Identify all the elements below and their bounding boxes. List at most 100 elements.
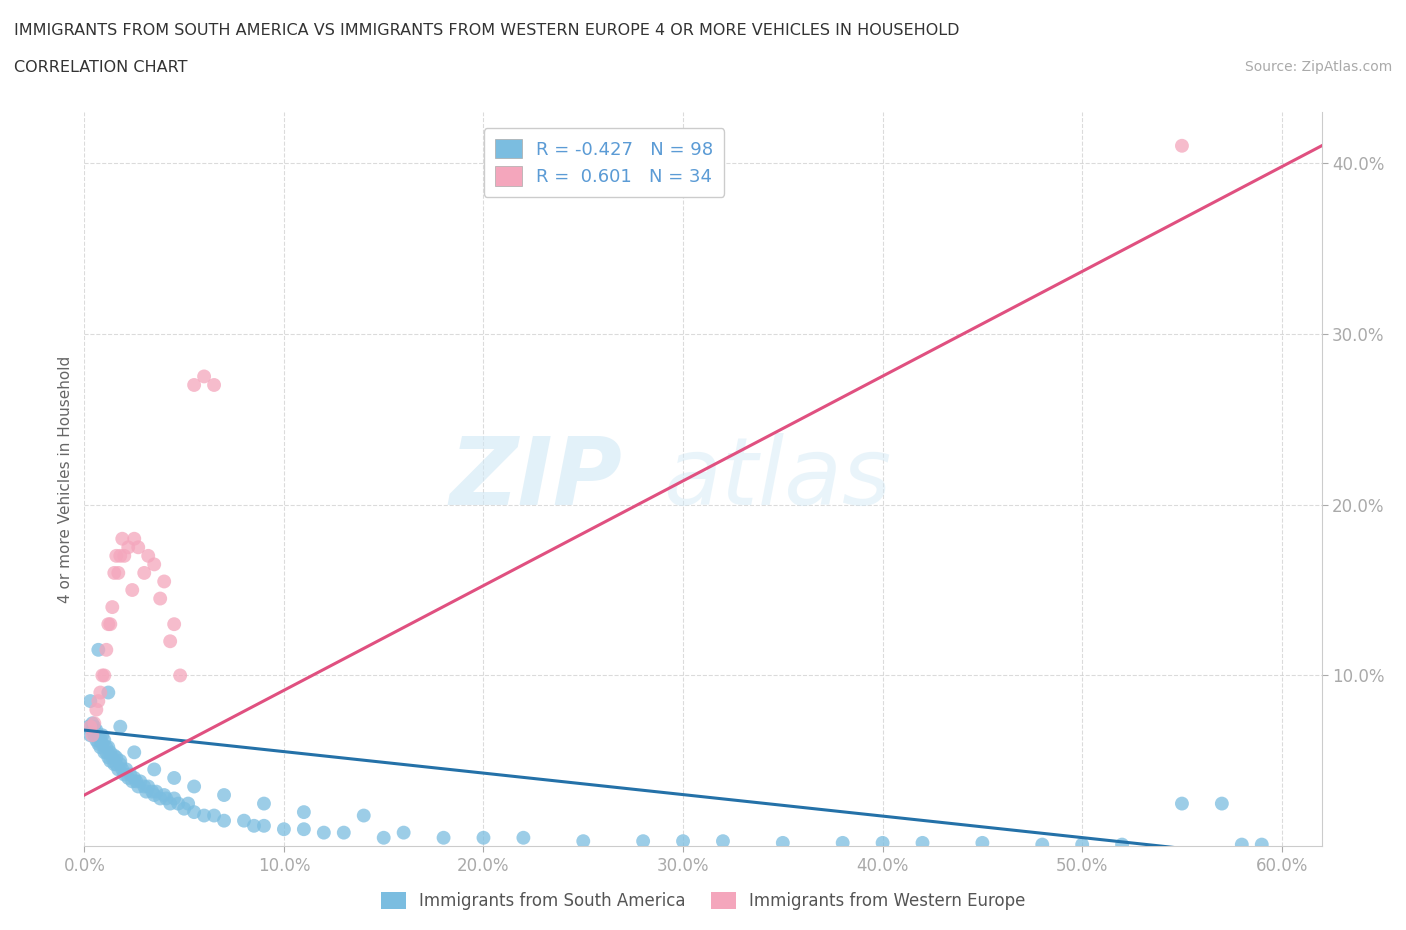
Point: [83, 728, 105, 743]
Point: [143, 788, 166, 803]
Point: [143, 557, 166, 572]
Point: [82, 728, 104, 743]
Point: [212, 788, 235, 803]
Point: [97, 750, 120, 764]
Point: [98, 617, 121, 631]
Point: [101, 600, 124, 615]
Point: [193, 808, 215, 823]
Point: [115, 762, 138, 777]
Point: [134, 779, 156, 794]
Point: [155, 791, 177, 806]
Point: [177, 796, 200, 811]
Point: [333, 825, 356, 840]
Point: [89, 731, 111, 746]
Point: [93, 668, 115, 683]
Point: [134, 565, 156, 580]
Point: [1071, 837, 1094, 852]
Point: [167, 796, 190, 811]
Point: [79, 719, 101, 734]
Point: [103, 757, 125, 772]
Point: [1250, 837, 1272, 852]
Point: [153, 788, 176, 803]
Point: [93, 745, 115, 760]
Point: [77, 719, 100, 734]
Point: [472, 830, 495, 845]
Point: [353, 808, 375, 823]
Point: [117, 539, 139, 554]
Point: [83, 716, 105, 731]
Point: [121, 774, 143, 789]
Point: [312, 825, 335, 840]
Point: [98, 753, 121, 768]
Point: [79, 728, 101, 743]
Point: [97, 739, 120, 754]
Point: [163, 771, 186, 786]
Point: [1211, 796, 1233, 811]
Point: [127, 779, 149, 794]
Point: [79, 694, 101, 709]
Point: [1031, 837, 1053, 852]
Point: [98, 745, 121, 760]
Point: [111, 762, 134, 777]
Text: Source: ZipAtlas.com: Source: ZipAtlas.com: [1244, 60, 1392, 74]
Point: [153, 574, 176, 589]
Point: [135, 784, 157, 799]
Point: [159, 796, 181, 811]
Point: [141, 784, 163, 799]
Point: [672, 833, 695, 848]
Point: [233, 813, 256, 828]
Point: [373, 830, 395, 845]
Point: [87, 737, 110, 751]
Point: [631, 833, 654, 848]
Point: [159, 634, 181, 649]
Point: [91, 728, 114, 743]
Point: [110, 719, 132, 734]
Legend: R = -0.427   N = 98, R =  0.601   N = 34: R = -0.427 N = 98, R = 0.601 N = 34: [484, 128, 724, 196]
Point: [103, 749, 125, 764]
Point: [163, 617, 186, 631]
Point: [169, 668, 191, 683]
Point: [292, 804, 315, 819]
Point: [87, 643, 110, 658]
Point: [110, 549, 132, 564]
Point: [107, 565, 129, 580]
Point: [110, 753, 132, 768]
Point: [1230, 837, 1253, 852]
Point: [87, 694, 110, 709]
Point: [117, 771, 139, 786]
Point: [105, 757, 128, 772]
Point: [96, 643, 118, 658]
Point: [145, 784, 167, 799]
Legend: Immigrants from South America, Immigrants from Western Europe: Immigrants from South America, Immigrant…: [374, 885, 1032, 917]
Point: [91, 668, 114, 683]
Point: [120, 767, 142, 782]
Point: [82, 716, 104, 731]
Point: [512, 830, 534, 845]
Point: [101, 750, 124, 764]
Point: [122, 745, 145, 760]
Point: [253, 818, 276, 833]
Point: [253, 796, 276, 811]
Point: [112, 767, 135, 782]
Point: [432, 830, 454, 845]
Point: [107, 762, 129, 777]
Point: [136, 549, 159, 564]
Point: [129, 774, 152, 789]
Text: CORRELATION CHART: CORRELATION CHART: [14, 60, 187, 75]
Point: [193, 369, 215, 384]
Point: [392, 825, 415, 840]
Point: [572, 833, 595, 848]
Point: [711, 833, 734, 848]
Point: [1111, 837, 1133, 852]
Point: [149, 591, 172, 606]
Point: [122, 531, 145, 546]
Point: [183, 779, 205, 794]
Text: IMMIGRANTS FROM SOUTH AMERICA VS IMMIGRANTS FROM WESTERN EUROPE 4 OR MORE VEHICL: IMMIGRANTS FROM SOUTH AMERICA VS IMMIGRA…: [14, 23, 959, 38]
Point: [97, 685, 120, 700]
Text: atlas: atlas: [664, 433, 891, 525]
Text: ZIP: ZIP: [450, 433, 623, 525]
Point: [243, 818, 266, 833]
Point: [93, 733, 115, 748]
Point: [83, 719, 105, 734]
Point: [127, 539, 149, 554]
